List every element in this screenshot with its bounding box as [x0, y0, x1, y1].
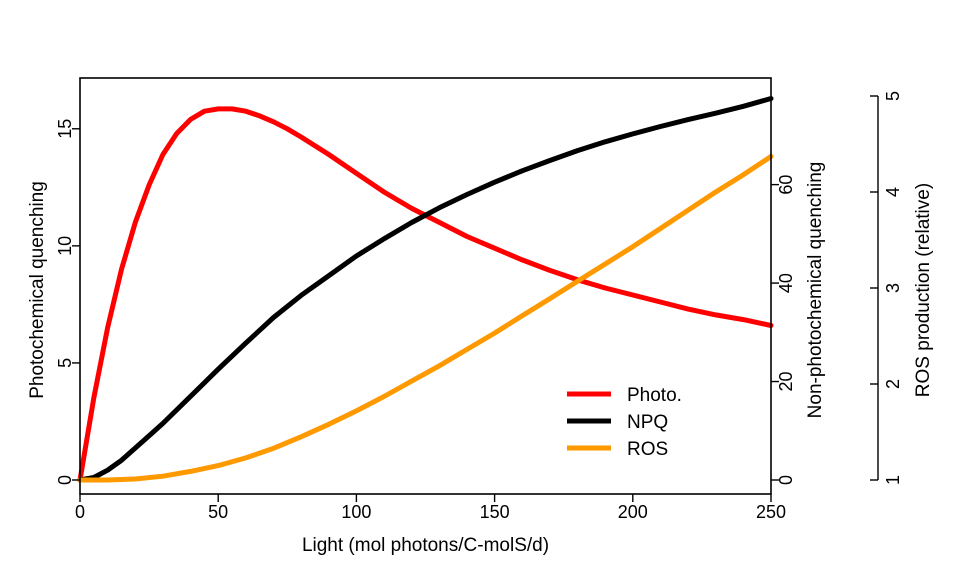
left-tick-label: 15 — [55, 119, 75, 139]
npq-tick-label: 40 — [776, 273, 796, 293]
left-tick-label: 0 — [55, 475, 75, 485]
series-line-photo — [77, 106, 774, 483]
x-tick-label: 50 — [208, 502, 228, 522]
x-tick-label: 100 — [341, 502, 371, 522]
npq-tick-label: 20 — [776, 372, 796, 392]
plot-frame — [79, 77, 772, 495]
left-axis: 0 5 10 15 — [55, 119, 80, 485]
legend-label: Photo. — [627, 385, 682, 406]
left-tick-label: 5 — [55, 358, 75, 368]
ros-axis-title: ROS production (relative) — [913, 183, 934, 397]
npq-axis: 0 20 40 60 — [771, 175, 796, 485]
ros-tick-label: 3 — [883, 283, 903, 293]
x-axis: 0 50 100 150 200 250 — [75, 494, 786, 522]
npq-tick-label: 60 — [776, 175, 796, 195]
series-layer — [77, 96, 774, 483]
ros-tick-label: 5 — [883, 91, 903, 101]
legend-label: NPQ — [627, 412, 668, 433]
left-axis-title: Photochemical quenching — [27, 181, 48, 399]
left-tick-label: 10 — [55, 236, 75, 256]
npq-axis-title: Non-photochemical quenching — [805, 162, 826, 419]
ros-tick-label: 1 — [883, 475, 903, 485]
x-tick-label: 150 — [480, 502, 510, 522]
npq-tick-label: 0 — [776, 475, 796, 485]
series-line-ros — [77, 154, 774, 483]
legend-label: ROS — [627, 439, 668, 460]
x-tick-label: 0 — [75, 502, 85, 522]
x-axis-title: Light (mol photons/C-molS/d) — [302, 535, 549, 556]
legend: Photo. NPQ ROS — [567, 385, 682, 460]
series-line-npq — [77, 96, 774, 483]
ros-tick-label: 4 — [883, 187, 903, 197]
ros-tick-label: 2 — [883, 379, 903, 389]
ros-axis: 1 2 3 4 5 — [870, 91, 903, 485]
x-tick-label: 250 — [756, 502, 786, 522]
x-tick-label: 200 — [618, 502, 648, 522]
